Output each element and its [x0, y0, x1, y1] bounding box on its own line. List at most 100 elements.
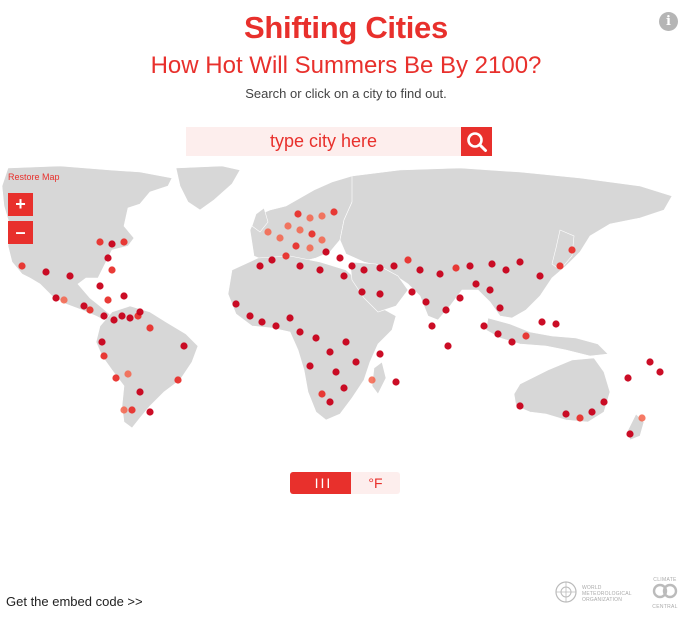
city-marker[interactable]	[86, 306, 94, 314]
city-markers[interactable]	[18, 208, 664, 438]
city-marker[interactable]	[408, 288, 416, 296]
info-icon[interactable]: i	[659, 12, 678, 31]
city-marker[interactable]	[522, 332, 530, 340]
city-marker[interactable]	[312, 334, 320, 342]
city-marker[interactable]	[268, 256, 276, 264]
city-marker[interactable]	[442, 306, 450, 314]
city-marker[interactable]	[508, 338, 516, 346]
city-marker[interactable]	[562, 410, 570, 418]
city-marker[interactable]	[136, 388, 144, 396]
city-marker[interactable]	[336, 254, 344, 262]
city-marker[interactable]	[326, 398, 334, 406]
city-marker[interactable]	[272, 322, 280, 330]
city-marker[interactable]	[316, 266, 324, 274]
city-marker[interactable]	[292, 242, 300, 250]
city-marker[interactable]	[124, 370, 132, 378]
city-marker[interactable]	[600, 398, 608, 406]
city-marker[interactable]	[128, 406, 136, 414]
city-marker[interactable]	[296, 226, 304, 234]
city-marker[interactable]	[516, 402, 524, 410]
city-marker[interactable]	[444, 342, 452, 350]
city-marker[interactable]	[294, 210, 302, 218]
city-marker[interactable]	[340, 272, 348, 280]
city-marker[interactable]	[118, 312, 126, 320]
city-marker[interactable]	[376, 264, 384, 272]
city-marker[interactable]	[340, 384, 348, 392]
city-marker[interactable]	[496, 304, 504, 312]
city-marker[interactable]	[108, 240, 116, 248]
city-marker[interactable]	[556, 262, 564, 270]
city-marker[interactable]	[264, 228, 272, 236]
city-marker[interactable]	[146, 324, 154, 332]
city-marker[interactable]	[472, 280, 480, 288]
city-marker[interactable]	[104, 296, 112, 304]
city-marker[interactable]	[282, 252, 290, 260]
fahrenheit-button[interactable]: °F	[351, 472, 400, 494]
city-marker[interactable]	[368, 376, 376, 384]
city-marker[interactable]	[96, 282, 104, 290]
city-marker[interactable]	[232, 300, 240, 308]
city-marker[interactable]	[404, 256, 412, 264]
city-marker[interactable]	[480, 322, 488, 330]
city-marker[interactable]	[108, 266, 116, 274]
city-marker[interactable]	[318, 236, 326, 244]
city-marker[interactable]	[258, 318, 266, 326]
city-marker[interactable]	[342, 338, 350, 346]
city-marker[interactable]	[552, 320, 560, 328]
city-marker[interactable]	[626, 430, 634, 438]
city-marker[interactable]	[110, 316, 118, 324]
city-marker[interactable]	[306, 362, 314, 370]
city-marker[interactable]	[502, 266, 510, 274]
city-marker[interactable]	[656, 368, 664, 376]
city-marker[interactable]	[588, 408, 596, 416]
city-marker[interactable]	[376, 350, 384, 358]
embed-code-link[interactable]: Get the embed code >>	[6, 594, 143, 609]
city-search-input[interactable]	[186, 127, 461, 156]
city-marker[interactable]	[296, 262, 304, 270]
search-button[interactable]	[461, 127, 492, 156]
city-marker[interactable]	[18, 262, 26, 270]
city-marker[interactable]	[296, 328, 304, 336]
city-marker[interactable]	[60, 296, 68, 304]
city-marker[interactable]	[436, 270, 444, 278]
city-marker[interactable]	[146, 408, 154, 416]
city-marker[interactable]	[538, 318, 546, 326]
city-marker[interactable]	[306, 244, 314, 252]
city-marker[interactable]	[246, 312, 254, 320]
city-marker[interactable]	[100, 352, 108, 360]
city-marker[interactable]	[494, 330, 502, 338]
city-marker[interactable]	[120, 238, 128, 246]
city-marker[interactable]	[80, 302, 88, 310]
city-marker[interactable]	[330, 208, 338, 216]
city-marker[interactable]	[348, 262, 356, 270]
city-marker[interactable]	[332, 368, 340, 376]
city-marker[interactable]	[638, 414, 646, 422]
city-marker[interactable]	[100, 312, 108, 320]
city-marker[interactable]	[120, 406, 128, 414]
city-marker[interactable]	[98, 338, 106, 346]
city-marker[interactable]	[416, 266, 424, 274]
city-marker[interactable]	[104, 254, 112, 262]
city-marker[interactable]	[96, 238, 104, 246]
city-marker[interactable]	[174, 376, 182, 384]
city-marker[interactable]	[486, 286, 494, 294]
celsius-button[interactable]: III	[290, 472, 351, 494]
city-marker[interactable]	[568, 246, 576, 254]
city-marker[interactable]	[536, 272, 544, 280]
city-marker[interactable]	[42, 268, 50, 276]
city-marker[interactable]	[286, 314, 294, 322]
city-marker[interactable]	[516, 258, 524, 266]
city-marker[interactable]	[52, 294, 60, 302]
zoom-out-button[interactable]: –	[8, 221, 33, 244]
city-marker[interactable]	[392, 378, 400, 386]
city-marker[interactable]	[326, 348, 334, 356]
city-marker[interactable]	[276, 234, 284, 242]
city-marker[interactable]	[126, 314, 134, 322]
zoom-in-button[interactable]: +	[8, 193, 33, 216]
city-marker[interactable]	[306, 214, 314, 222]
city-marker[interactable]	[318, 212, 326, 220]
city-marker[interactable]	[352, 358, 360, 366]
city-marker[interactable]	[360, 266, 368, 274]
city-marker[interactable]	[376, 290, 384, 298]
city-marker[interactable]	[112, 374, 120, 382]
